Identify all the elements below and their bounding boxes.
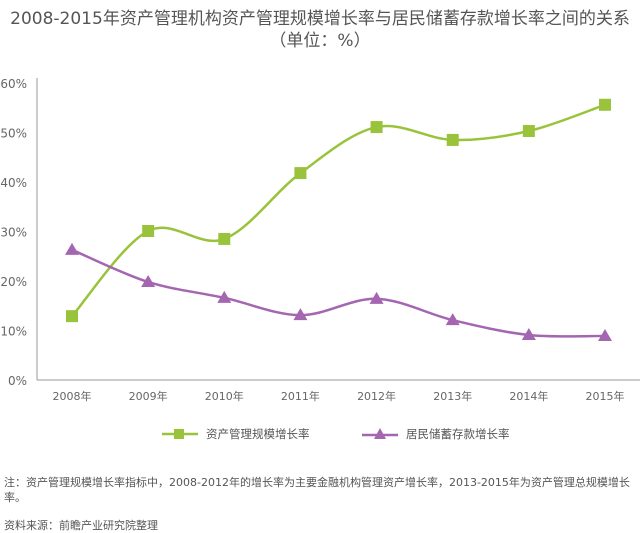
legend-item-savings: 居民储蓄存款增长率 (360, 426, 510, 442)
legend-square-icon (162, 429, 198, 439)
triangle-marker (65, 242, 79, 255)
legend-label-asset: 资产管理规模增长率 (206, 427, 310, 441)
x-tick-label: 2014年 (509, 389, 548, 403)
chart-subtitle: （单位：%） (269, 31, 371, 51)
triangle-marker (369, 291, 384, 304)
legend-label-savings: 居民储蓄存款增长率 (406, 427, 510, 441)
triangle-marker (445, 313, 460, 326)
square-marker (66, 310, 78, 323)
y-tick-label: 30% (0, 226, 27, 240)
x-tick-label: 2013年 (433, 389, 472, 403)
y-tick-label: 50% (0, 127, 27, 141)
square-marker (370, 121, 383, 134)
chart-title: 2008-2015年资产管理机构资产管理规模增长率与居民储蓄存款增长率之间的关系 (10, 9, 630, 29)
x-tick-label: 2008年 (53, 389, 92, 403)
y-tick-label: 40% (0, 176, 27, 190)
square-marker (522, 125, 535, 138)
y-tick-label: 20% (0, 275, 27, 289)
legend-item-asset: 资产管理规模增长率 (160, 426, 310, 442)
source-note: 资料来源：前瞻产业研究院整理 (4, 519, 158, 532)
triangle-marker (598, 328, 612, 341)
line-chart: 0% 10% 20% 30% 40% 50% 60% 2008年 2009年 2010年 2011年… (0, 77, 640, 403)
triangle-marker (141, 274, 156, 287)
x-tick-label: 2012年 (357, 389, 396, 403)
x-tick-label: 2015年 (586, 389, 625, 403)
y-tick-label: 60% (0, 77, 27, 91)
footnote: 注：资产管理规模增长率指标中，2008-2012年的增长率为主要金融机构管理资产… (4, 476, 630, 504)
square-marker (142, 225, 155, 238)
square-marker (294, 167, 307, 180)
square-marker (218, 232, 231, 245)
triangle-marker (521, 327, 536, 340)
y-tick-label: 0% (8, 374, 27, 388)
series-line-1 (71, 248, 606, 338)
x-tick-label: 2011年 (281, 389, 320, 403)
x-tick-label: 2010年 (205, 389, 244, 403)
x-tick-label: 2009年 (129, 389, 168, 403)
y-tick-label: 10% (0, 325, 27, 339)
square-marker (446, 133, 459, 146)
legend-triangle-icon (362, 428, 398, 439)
triangle-marker (293, 308, 308, 321)
triangle-marker (217, 290, 232, 303)
square-marker (599, 98, 611, 111)
